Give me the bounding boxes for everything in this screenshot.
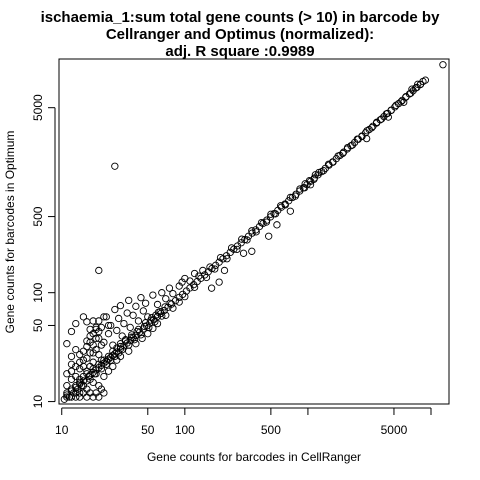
data-point (140, 308, 146, 314)
y-tick-label: 100 (31, 282, 45, 302)
data-point (287, 208, 293, 214)
x-axis-label: Gene counts for barcodes in CellRanger (147, 450, 361, 464)
data-point (133, 341, 139, 347)
data-point (87, 326, 93, 332)
data-point (217, 254, 223, 260)
data-point (84, 319, 90, 325)
data-point (127, 324, 133, 330)
data-point (216, 279, 222, 285)
data-point (96, 267, 102, 273)
data-point (114, 357, 120, 363)
data-point (114, 327, 120, 333)
data-point (112, 306, 118, 312)
data-point (73, 320, 79, 326)
data-point (77, 359, 83, 365)
data-point (208, 285, 214, 291)
data-point (135, 318, 141, 324)
data-point (117, 302, 123, 308)
data-point (240, 250, 246, 256)
data-point (249, 248, 255, 254)
data-point (150, 292, 156, 298)
data-point (105, 331, 111, 337)
data-point (110, 363, 116, 369)
data-point (96, 351, 102, 357)
x-tick-label: 5000 (381, 423, 408, 437)
data-point (68, 328, 74, 334)
data-point (159, 289, 165, 295)
data-point (77, 394, 83, 400)
data-point (440, 62, 446, 68)
data-point (64, 382, 70, 388)
data-point (124, 310, 130, 316)
x-axis: 10 50 100 500 5000 (55, 408, 431, 437)
data-point (364, 128, 370, 134)
data-point (80, 390, 86, 396)
data-point (121, 320, 127, 326)
x-tick-label: 100 (175, 423, 195, 437)
data-point (145, 331, 151, 337)
y-axis: 10 50 100 500 5000 (31, 94, 55, 408)
x-tick-label: 500 (261, 423, 281, 437)
data-point (139, 335, 145, 341)
data-point (84, 394, 90, 400)
data-point (154, 301, 160, 307)
data-point (80, 348, 86, 354)
data-point (265, 233, 271, 239)
data-point (142, 300, 148, 306)
data-point (170, 290, 176, 296)
data-point (274, 222, 280, 228)
data-point (68, 353, 74, 359)
data-point (138, 294, 144, 300)
data-point (64, 341, 70, 347)
data-point (130, 312, 136, 318)
x-tick-label: 50 (141, 423, 155, 437)
data-point (187, 278, 193, 284)
data-point (221, 267, 227, 273)
y-tick-label: 500 (31, 206, 45, 226)
data-point (126, 348, 132, 354)
data-point (126, 297, 132, 303)
data-point (77, 351, 83, 357)
y-axis-label: Gene counts for barcodes in Optimum (3, 131, 17, 334)
y-tick-label: 5000 (31, 94, 45, 121)
data-point (101, 373, 107, 379)
y-tick-label: 10 (31, 395, 45, 409)
points-layer (61, 62, 446, 403)
data-point (133, 303, 139, 309)
data-point (112, 163, 118, 169)
data-point (115, 315, 121, 321)
data-point (176, 299, 182, 305)
x-tick-label: 10 (55, 423, 69, 437)
data-point (80, 363, 86, 369)
y-tick-label: 50 (31, 318, 45, 332)
